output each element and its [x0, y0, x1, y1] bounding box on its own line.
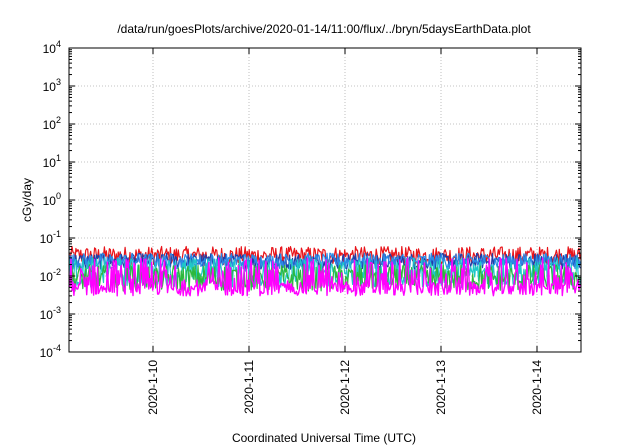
series-layer: [68, 245, 582, 297]
y-tick-label: 10-4: [40, 343, 61, 360]
y-tick-label: 101: [43, 153, 61, 170]
y-tick-label: 102: [43, 115, 61, 132]
y-tick-label: 100: [43, 191, 61, 208]
y-tick-label: 104: [43, 39, 61, 56]
y-tick-label: 10-2: [40, 267, 61, 284]
chart-title: /data/run/goesPlots/archive/2020-01-14/1…: [117, 22, 531, 36]
y-axis: 10-4 10-3 10-2 10-1 100 101 102 103 104: [40, 39, 581, 360]
y-tick-label: 10-3: [40, 305, 61, 322]
y-axis-label: cGy/day: [20, 178, 34, 222]
series-line: [68, 252, 582, 270]
x-tick-label: 2020-1-14: [530, 360, 544, 415]
x-axis: 2020-1-10 2020-1-11 2020-1-12 2020-1-13 2020…: [146, 48, 544, 415]
y-tick-label: 103: [43, 77, 61, 94]
series-line: [68, 245, 582, 266]
x-tick-label: 2020-1-12: [338, 360, 352, 415]
series-line: [68, 257, 582, 297]
x-tick-label: 2020-1-10: [146, 360, 160, 415]
y-tick-label: 10-1: [40, 229, 61, 246]
x-tick-label: 2020-1-11: [242, 360, 256, 414]
x-tick-label: 2020-1-13: [434, 360, 448, 415]
x-axis-label: Coordinated Universal Time (UTC): [232, 431, 416, 445]
grid: [69, 48, 581, 352]
